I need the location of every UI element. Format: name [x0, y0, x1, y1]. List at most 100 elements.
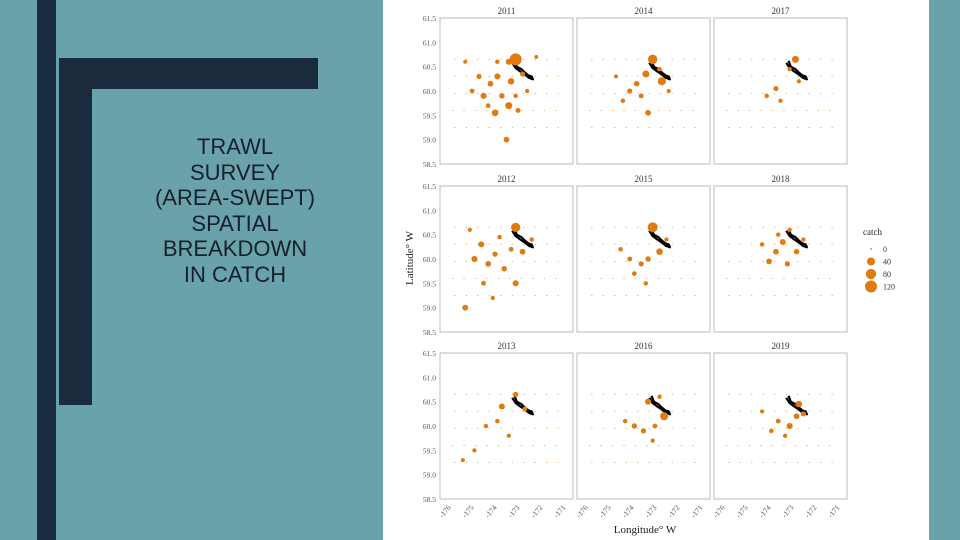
coastline-shape — [511, 60, 534, 81]
y-tick-label: 60.5 — [423, 398, 436, 407]
station-point — [454, 226, 456, 228]
y-tick-label: 59.5 — [423, 446, 436, 455]
station-point — [591, 427, 593, 430]
station-point — [748, 444, 751, 447]
station-point — [546, 226, 548, 228]
catch-point — [485, 261, 492, 267]
station-point — [820, 461, 822, 464]
station-point — [625, 58, 627, 60]
station-point — [623, 444, 625, 447]
catch-point — [666, 88, 671, 94]
station-point — [623, 109, 625, 112]
legend-swatch — [865, 268, 877, 280]
station-point — [660, 294, 662, 297]
station-point — [671, 75, 673, 77]
catch-point — [766, 258, 772, 265]
panel-frame — [439, 352, 574, 500]
catch-point — [638, 93, 644, 99]
station-point — [637, 393, 639, 395]
station-point — [683, 226, 685, 228]
catch-point — [627, 88, 633, 94]
station-point — [739, 393, 741, 395]
station-point — [785, 461, 787, 464]
station-point — [692, 444, 694, 447]
station-point — [751, 226, 753, 228]
station-point — [660, 226, 662, 228]
station-point — [762, 126, 764, 129]
station-point — [546, 393, 548, 395]
vertical-accent-bar — [59, 58, 92, 405]
station-point — [820, 410, 822, 412]
catch-point — [640, 428, 647, 434]
station-point — [523, 393, 525, 395]
catch-point — [506, 433, 511, 438]
station-point — [477, 243, 479, 245]
station-point — [452, 277, 454, 280]
station-point — [785, 126, 787, 129]
station-point — [797, 410, 799, 412]
station-point — [500, 427, 502, 430]
station-point — [637, 243, 639, 245]
y-tick-label: 61.0 — [423, 206, 436, 215]
station-point — [660, 75, 662, 77]
station-point — [739, 427, 741, 430]
x-tick-label: -175 — [597, 503, 613, 520]
station-point — [557, 294, 559, 297]
station-point — [831, 126, 833, 129]
station-point — [774, 427, 776, 430]
station-point — [774, 58, 776, 60]
x-tick-label: -171 — [689, 503, 705, 520]
panel-frame — [713, 17, 848, 165]
station-point — [751, 410, 753, 412]
station-point — [774, 126, 776, 129]
station-point — [831, 260, 833, 263]
faceted-catch-map: 2011 58.5 59.0 59.5 60.0 60.5 61.0 61.5 2014 2017… — [404, 6, 895, 536]
catch-point — [778, 98, 783, 103]
station-point — [829, 444, 831, 447]
station-point — [797, 294, 799, 297]
station-point — [637, 461, 639, 464]
station-point — [511, 75, 513, 77]
station-point — [557, 461, 559, 464]
station-point — [488, 427, 490, 430]
station-point — [625, 126, 627, 129]
station-point — [591, 260, 593, 263]
station-point — [511, 243, 513, 245]
station-point — [591, 226, 593, 228]
catch-point — [511, 222, 521, 233]
station-point — [751, 294, 753, 297]
catch-point — [787, 227, 792, 232]
coastline-shape — [785, 228, 808, 249]
y-tick-label: 60.5 — [423, 63, 436, 72]
station-point — [477, 393, 479, 395]
station-point — [660, 58, 662, 60]
catch-point — [462, 304, 469, 311]
station-point — [602, 294, 604, 297]
station-point — [783, 109, 785, 112]
y-tick-label: 61.5 — [423, 182, 436, 191]
station-point — [762, 393, 764, 395]
station-point — [794, 277, 797, 280]
station-point — [591, 92, 593, 95]
station-point — [751, 75, 753, 77]
station-point — [808, 461, 810, 464]
x-tick-label: -176 — [574, 503, 590, 520]
y-axis-label: Latitude° W — [404, 230, 416, 285]
station-point — [463, 444, 465, 447]
catch-point — [657, 66, 662, 72]
station-point — [669, 277, 671, 280]
station-point — [523, 294, 525, 297]
station-point — [591, 294, 593, 297]
station-point — [820, 92, 822, 95]
legend-swatch — [866, 257, 876, 266]
station-point — [820, 75, 822, 77]
station-point — [511, 92, 513, 95]
station-point — [465, 243, 467, 245]
station-point — [534, 126, 536, 129]
station-point — [794, 109, 797, 112]
catch-point — [525, 88, 530, 94]
slide-title: TRAWL SURVEY (AREA-SWEPT) SPATIAL BREAKD… — [154, 134, 316, 287]
station-point — [762, 75, 764, 77]
legend-swatch — [870, 248, 872, 250]
catch-point — [645, 398, 652, 405]
